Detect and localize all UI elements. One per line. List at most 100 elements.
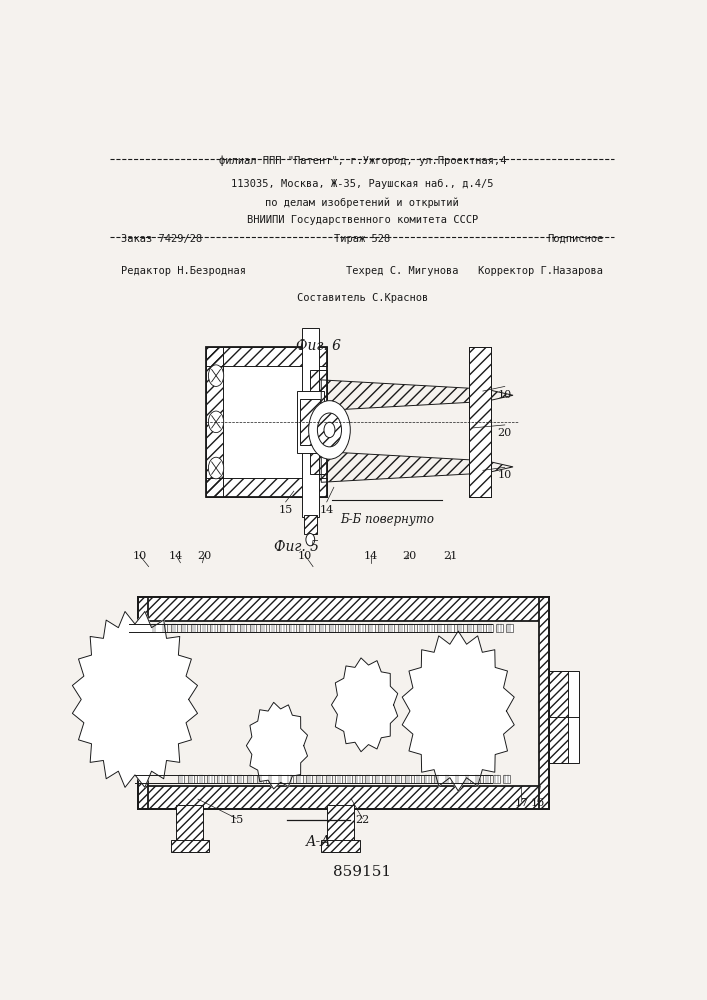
Bar <box>387 624 395 632</box>
Text: 10: 10 <box>498 470 512 480</box>
Bar <box>207 775 214 783</box>
Bar <box>171 624 177 632</box>
Bar <box>339 624 345 632</box>
Bar <box>407 624 414 632</box>
Bar <box>454 775 460 783</box>
Bar <box>397 624 404 632</box>
Text: Заказ 7429/28: Заказ 7429/28 <box>122 234 202 244</box>
Text: 10: 10 <box>132 551 146 561</box>
Bar <box>326 775 332 783</box>
Bar <box>230 624 237 632</box>
Bar <box>138 786 549 809</box>
Circle shape <box>357 694 373 716</box>
Text: 859151: 859151 <box>333 865 392 879</box>
Text: 20: 20 <box>498 428 512 438</box>
Bar <box>467 624 473 632</box>
Text: Б-Б повернуто: Б-Б повернуто <box>340 513 434 526</box>
Bar <box>434 775 440 783</box>
Bar <box>206 347 223 497</box>
Bar <box>417 624 424 632</box>
Bar <box>177 775 185 783</box>
Bar <box>176 805 204 852</box>
Bar <box>457 624 463 632</box>
Circle shape <box>209 457 223 479</box>
Bar <box>138 597 549 809</box>
Bar <box>181 624 187 632</box>
Text: Фиг. 6: Фиг. 6 <box>296 339 341 353</box>
Bar <box>358 624 365 632</box>
Bar <box>250 624 256 632</box>
Bar <box>187 775 194 783</box>
Bar <box>240 624 247 632</box>
Bar <box>414 775 421 783</box>
Bar <box>447 624 453 632</box>
Text: 15: 15 <box>229 815 243 825</box>
Bar <box>197 775 204 783</box>
Bar <box>549 671 568 763</box>
Bar <box>151 624 158 632</box>
Circle shape <box>445 692 472 730</box>
Bar <box>424 775 431 783</box>
Circle shape <box>270 735 285 756</box>
Bar <box>296 775 303 783</box>
Polygon shape <box>402 631 514 791</box>
Bar <box>257 775 263 783</box>
Circle shape <box>445 692 472 730</box>
Bar <box>267 775 273 783</box>
Bar <box>474 775 480 783</box>
Text: 22: 22 <box>355 815 370 825</box>
Circle shape <box>270 735 285 756</box>
Bar <box>319 624 325 632</box>
Polygon shape <box>246 702 308 789</box>
Bar <box>300 399 320 445</box>
Bar <box>486 624 493 632</box>
Bar <box>484 775 490 783</box>
Bar <box>269 624 276 632</box>
Circle shape <box>306 533 315 546</box>
Bar <box>345 775 352 783</box>
Bar <box>395 775 402 783</box>
Circle shape <box>209 365 223 386</box>
Circle shape <box>105 658 165 741</box>
Text: Корректор Г.Назарова: Корректор Г.Назарова <box>479 266 604 276</box>
Bar <box>190 624 197 632</box>
Text: 10: 10 <box>298 551 312 561</box>
Text: ВНИИПИ Государственного комитета СССР: ВНИИПИ Государственного комитета СССР <box>247 215 478 225</box>
Text: Редактор Н.Безродная: Редактор Н.Безродная <box>122 266 246 276</box>
Bar <box>437 624 444 632</box>
Text: 14: 14 <box>363 551 378 561</box>
Circle shape <box>309 401 350 459</box>
Bar <box>289 624 296 632</box>
Bar <box>138 597 549 620</box>
Text: Фиг. 5: Фиг. 5 <box>274 540 319 554</box>
Bar <box>227 775 233 783</box>
Text: 17: 17 <box>514 798 528 808</box>
Bar <box>237 775 243 783</box>
Circle shape <box>263 725 292 766</box>
Bar <box>138 597 148 809</box>
Bar <box>503 775 510 783</box>
Bar <box>220 624 227 632</box>
Circle shape <box>324 422 335 438</box>
Bar <box>170 840 209 852</box>
Text: 20: 20 <box>402 551 416 561</box>
Text: Составитель С.Краснов: Составитель С.Краснов <box>297 293 428 303</box>
Text: 14: 14 <box>169 551 183 561</box>
Bar <box>549 671 579 763</box>
Text: 20: 20 <box>197 551 211 561</box>
Bar <box>444 775 450 783</box>
Bar <box>304 515 317 534</box>
Circle shape <box>209 411 223 433</box>
Circle shape <box>432 674 485 748</box>
Bar <box>206 347 327 366</box>
Bar <box>161 624 168 632</box>
Bar <box>385 775 392 783</box>
Text: 21: 21 <box>443 551 457 561</box>
Bar <box>310 370 327 474</box>
Bar <box>316 775 322 783</box>
Text: А-А: А-А <box>305 835 332 849</box>
Bar <box>477 624 483 632</box>
Circle shape <box>357 694 373 716</box>
Text: по делам изобретений и открытий: по делам изобретений и открытий <box>265 197 460 208</box>
Bar <box>259 624 266 632</box>
